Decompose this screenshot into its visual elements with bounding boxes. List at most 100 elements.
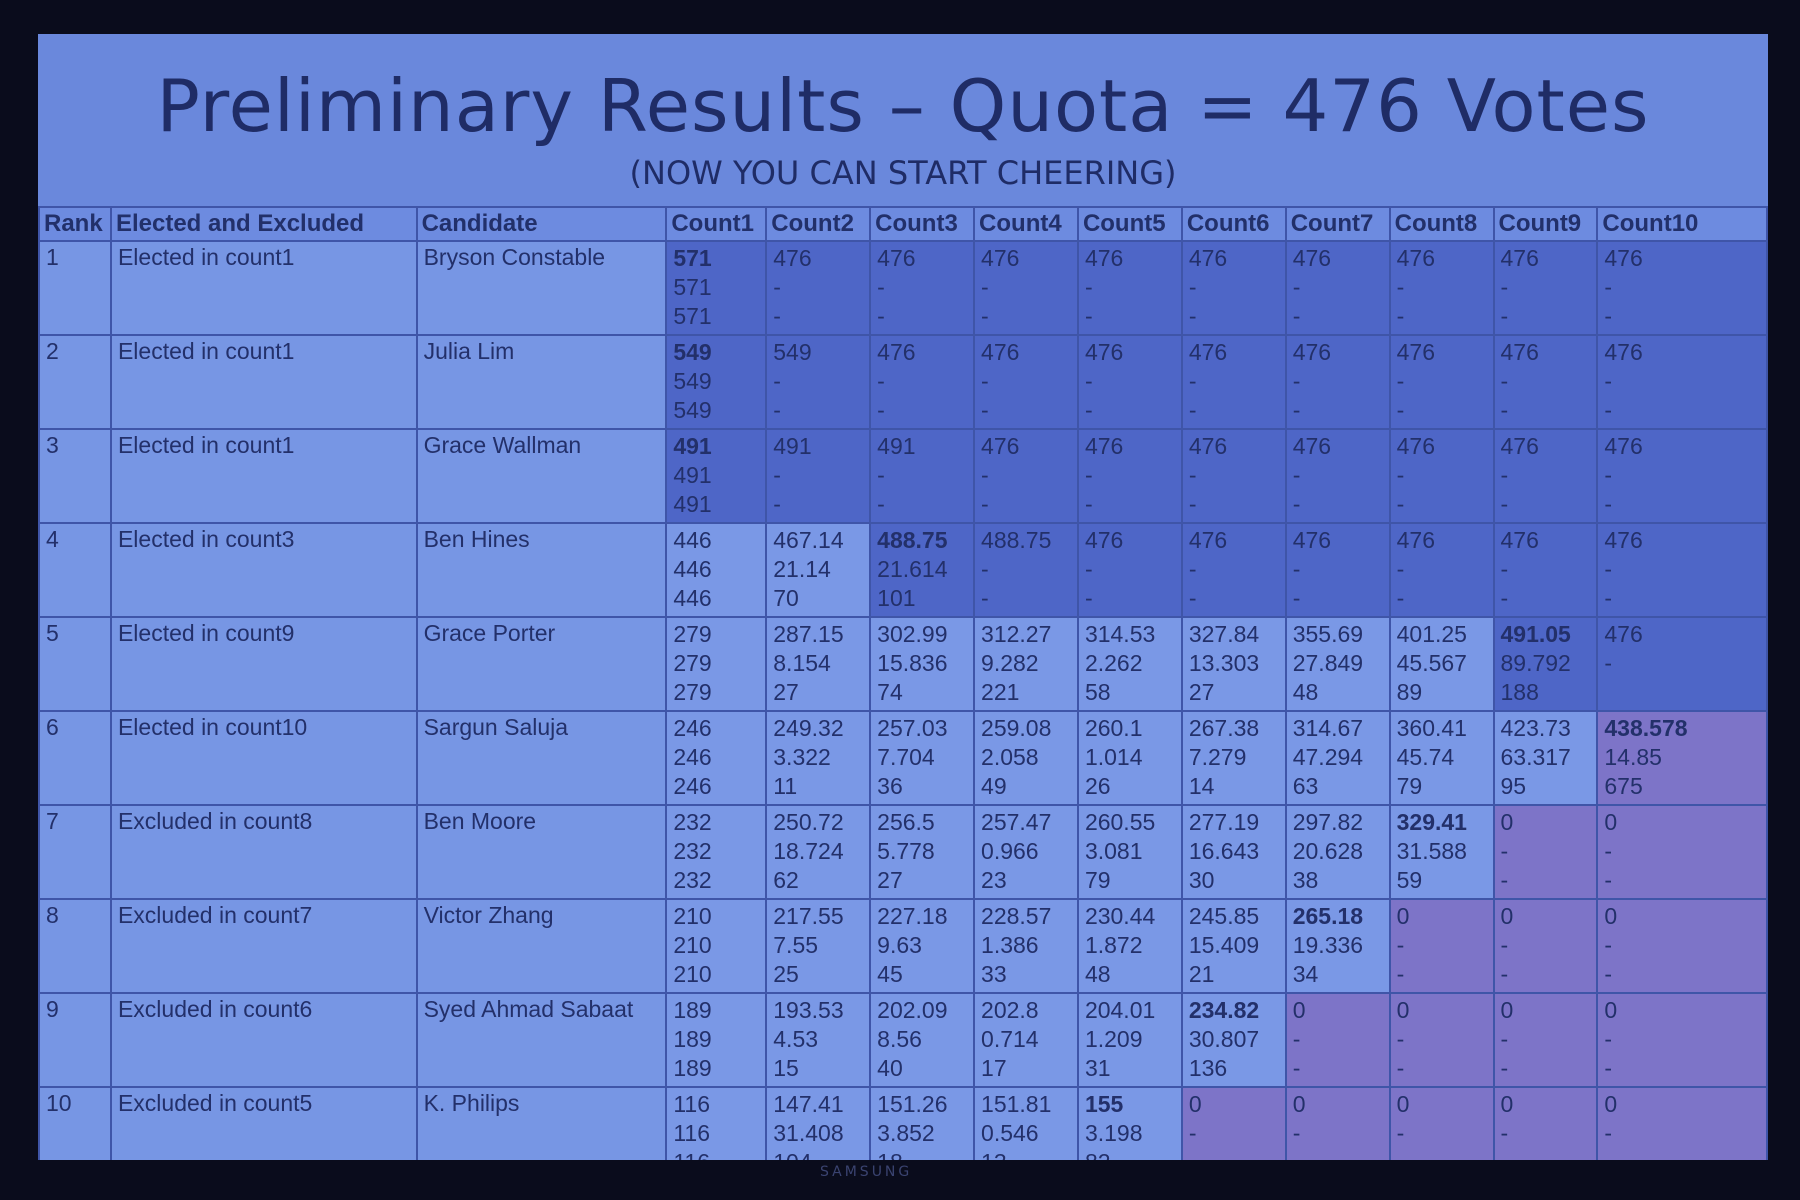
count-cell: 267.38 7.279 14 <box>1180 710 1287 806</box>
count-cell: 297.82 20.628 38 <box>1284 804 1391 900</box>
count-cell: 0 - - <box>1596 804 1768 900</box>
vote-total: 232 <box>673 809 712 835</box>
column-header-rank: Rank <box>38 206 112 242</box>
transfer-ballots: 491 <box>673 491 712 517</box>
transfer-ballots: - <box>1084 397 1093 423</box>
column-header-count5: Count5 <box>1076 206 1183 242</box>
count-cell: 476 - - <box>1284 334 1391 430</box>
count-cell: 476 - - <box>1180 428 1287 524</box>
count-cell: 476 - - <box>1076 522 1183 618</box>
count-cell: 491 - - <box>869 428 976 524</box>
vote-total: 476 <box>1500 245 1539 271</box>
transfer-ballots: 79 <box>1396 773 1423 799</box>
count-cell: 259.08 2.058 49 <box>973 710 1079 806</box>
vote-total: 0 <box>1396 997 1410 1023</box>
count-cell: 360.41 45.74 79 <box>1388 710 1495 806</box>
vote-total: 549 <box>673 339 712 365</box>
transfer-ballots: - <box>1292 1055 1301 1081</box>
vote-total: 438.578 <box>1604 715 1688 741</box>
transfer-ballots: 675 <box>1604 773 1643 799</box>
count-cell: 0 - - <box>1284 1086 1391 1160</box>
transfer-value: 16.643 <box>1188 838 1260 864</box>
vote-total: 476 <box>1188 339 1228 365</box>
transfer-value: 45.567 <box>1396 650 1467 676</box>
candidate-cell: Grace Porter <box>415 616 668 712</box>
status-cell: Excluded in count7 <box>109 898 418 994</box>
count-cell: 476 - - <box>1596 334 1768 430</box>
vote-total: 228.57 <box>981 903 1052 929</box>
vote-total: 0 <box>1500 1091 1514 1117</box>
column-header-count9: Count9 <box>1492 206 1599 242</box>
transfer-value: - <box>1188 1120 1197 1146</box>
count-cell: 202.09 8.56 40 <box>869 992 976 1088</box>
transfer-ballots: - <box>981 397 989 423</box>
transfer-ballots: - <box>1500 961 1509 987</box>
transfer-ballots: 70 <box>773 585 799 611</box>
vote-total: 446 <box>673 527 712 553</box>
vote-total: 476 <box>773 245 812 271</box>
transfer-ballots: 14 <box>1188 773 1215 799</box>
transfer-value: 2.262 <box>1084 650 1143 676</box>
transfer-value: - <box>1396 274 1405 300</box>
transfer-value: - <box>1500 1026 1509 1052</box>
column-header-count6: Count6 <box>1180 206 1287 242</box>
transfer-value: - <box>1396 932 1405 958</box>
count-cell: 476 - - <box>1284 522 1391 618</box>
transfer-value: 18.724 <box>773 838 844 864</box>
vote-total: 476 <box>1188 433 1228 459</box>
transfer-ballots: - <box>1500 585 1509 611</box>
vote-total: 423.73 <box>1500 715 1571 741</box>
transfer-ballots: - <box>1604 491 1613 517</box>
transfer-value: - <box>1396 1026 1405 1052</box>
count-cell: 476 - - <box>1492 522 1599 618</box>
count-cell: 210 210 210 <box>665 898 768 994</box>
rank-cell: 1 <box>38 240 112 336</box>
vote-total: 277.19 <box>1188 809 1260 835</box>
vote-total: 355.69 <box>1292 621 1364 647</box>
vote-total: 488.75 <box>981 527 1052 553</box>
transfer-value: 7.704 <box>877 744 935 770</box>
count-cell: 476 - - <box>1596 428 1768 524</box>
count-cell: 491 491 491 <box>665 428 768 524</box>
column-header-count2: Count2 <box>765 206 872 242</box>
transfer-ballots: - <box>1604 867 1613 893</box>
transfer-value: - <box>981 274 989 300</box>
transfer-value: 21.614 <box>877 556 948 582</box>
count-cell: 0 - - <box>1388 992 1495 1088</box>
transfer-value: - <box>1084 462 1093 488</box>
column-header-elected-and-excluded: Elected and Excluded <box>109 206 418 242</box>
transfer-value: 9.63 <box>877 932 922 958</box>
count-cell: 249.32 3.322 11 <box>765 710 872 806</box>
transfer-ballots: 210 <box>673 961 712 987</box>
candidate-cell: Bryson Constable <box>415 240 668 336</box>
transfer-value: - <box>1604 274 1613 300</box>
transfer-ballots: 221 <box>981 679 1020 705</box>
vote-total: 491 <box>877 433 916 459</box>
vote-total: 0 <box>1500 997 1514 1023</box>
count-cell: 571 571 571 <box>665 240 768 336</box>
transfer-value: 210 <box>673 932 712 958</box>
vote-total: 314.67 <box>1292 715 1364 741</box>
vote-total: 476 <box>1604 433 1643 459</box>
count-cell: 312.27 9.282 221 <box>973 616 1079 712</box>
transfer-ballots: 189 <box>673 1055 712 1081</box>
transfer-ballots: - <box>1084 491 1093 517</box>
table-row: 4 Elected in count3 Ben Hines 446 446 446 467.… <box>38 522 1768 618</box>
transfer-value: 89.792 <box>1500 650 1571 676</box>
transfer-value: - <box>1292 556 1301 582</box>
vote-total: 0 <box>1292 997 1306 1023</box>
count-cell: 476 - - <box>973 428 1079 524</box>
vote-total: 193.53 <box>773 997 844 1023</box>
vote-total: 476 <box>1292 339 1332 365</box>
transfer-ballots: 27 <box>1188 679 1215 705</box>
transfer-value: - <box>1604 932 1613 958</box>
status-cell: Excluded in count5 <box>109 1086 418 1160</box>
transfer-ballots: 82 <box>1085 1148 1175 1160</box>
transfer-value: - <box>1604 650 1613 676</box>
page-title: Preliminary Results – Quota = 476 Votes <box>156 64 1650 148</box>
transfer-value: - <box>773 368 781 394</box>
transfer-ballots: - <box>1500 1055 1509 1081</box>
count-cell: 287.15 8.154 27 <box>765 616 872 712</box>
transfer-value: - <box>1500 368 1509 394</box>
